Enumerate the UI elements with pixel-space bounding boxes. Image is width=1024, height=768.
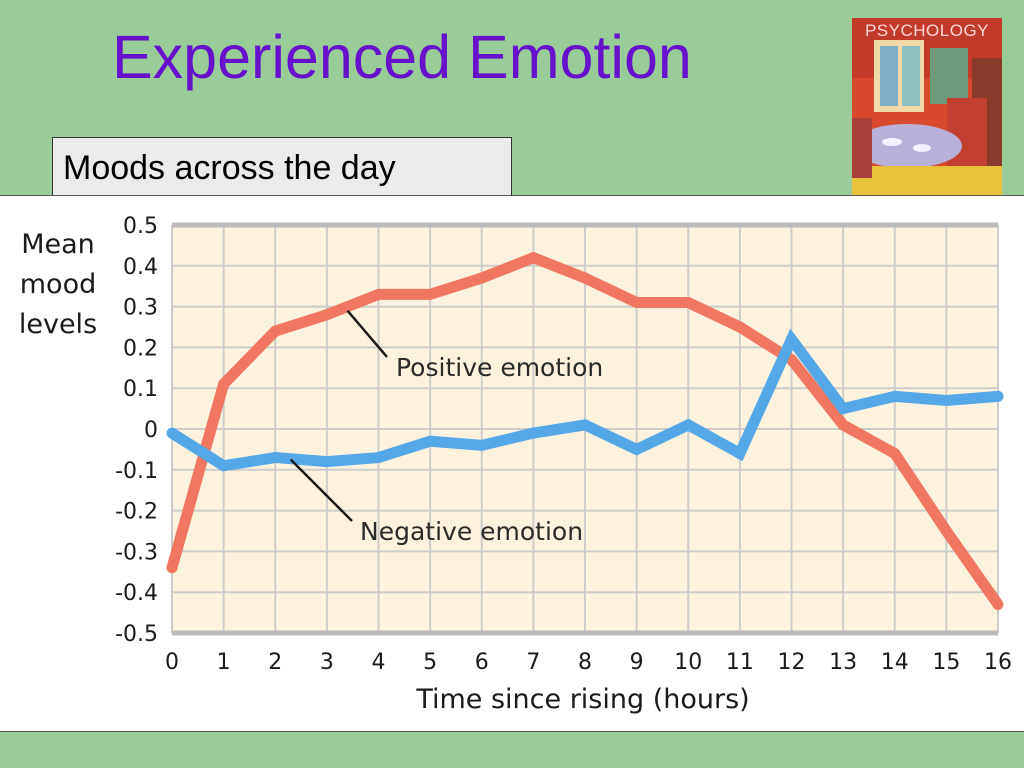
positive-leader-line	[346, 309, 388, 358]
x-tick-label: 7	[526, 650, 540, 675]
negative-emotion-label: Negative emotion	[360, 517, 583, 546]
x-tick-label: 10	[674, 650, 702, 675]
y-tick-label: 0	[144, 418, 158, 443]
data-point	[786, 333, 797, 345]
x-tick-label: 0	[165, 650, 179, 675]
data-point	[321, 309, 333, 321]
data-point	[218, 378, 230, 390]
data-point	[166, 427, 178, 439]
data-point	[476, 272, 488, 284]
x-tick-label: 1	[217, 650, 231, 675]
data-point	[682, 297, 694, 309]
x-tick-label: 4	[372, 650, 386, 675]
chart-panel: 0.5 0.4 0.3 0.2 0.1 0 -0.1 -0.2 -0.3 -0.4 -0.5 0 1 2 3…	[0, 195, 1024, 732]
y-tick-label: -0.4	[115, 581, 158, 606]
data-point	[579, 419, 591, 431]
x-tick-label: 6	[475, 650, 489, 675]
data-point	[631, 297, 643, 309]
x-tick-label: 8	[578, 650, 592, 675]
data-point	[527, 252, 539, 264]
subtitle-text: Moods across the day	[63, 149, 396, 187]
y-tick-label: -0.2	[115, 500, 158, 525]
y-tick-label: 0.5	[123, 214, 158, 239]
slide-title: Experienced Emotion	[112, 23, 692, 91]
mood-chart: 0.50.40.30.20.10-0.1-0.2-0.3-0.4-0.50 1 2 3…	[19, 214, 1012, 715]
data-point	[218, 460, 230, 472]
data-point	[631, 443, 643, 455]
x-tick-label: 5	[423, 650, 437, 675]
book-cover-image: PSYCHOLOGY	[852, 18, 1002, 195]
y-tick-label: 0.3	[123, 296, 158, 321]
data-point	[940, 394, 952, 406]
data-point	[889, 390, 901, 402]
y-tick-label: -0.5	[115, 622, 158, 647]
data-point	[373, 452, 384, 464]
book-title: PSYCHOLOGY	[864, 21, 990, 40]
data-point	[734, 447, 746, 459]
data-point	[476, 439, 488, 451]
data-point	[837, 403, 849, 415]
data-point	[889, 447, 901, 459]
x-tick-label: 2	[268, 650, 282, 675]
subtitle-box: Moods across the day	[52, 137, 512, 195]
y-tick-label: -0.3	[115, 540, 158, 565]
negative-leader-line	[289, 458, 353, 522]
x-axis-title: Time since rising (hours)	[415, 684, 749, 715]
y-tick-label: 0.2	[123, 336, 158, 361]
data-point	[321, 456, 333, 468]
data-point	[269, 452, 281, 464]
data-point	[269, 325, 281, 337]
y-axis-title-line: mood	[20, 269, 96, 300]
x-tick-label: 3	[320, 650, 334, 675]
positive-emotion-label: Positive emotion	[396, 353, 603, 382]
book-cover-painting	[852, 18, 1002, 195]
x-tick-label: 16	[984, 650, 1012, 675]
data-point	[837, 419, 849, 431]
data-point	[373, 288, 384, 300]
x-tick-label: 12	[778, 650, 806, 675]
y-tick-label: 0.1	[123, 377, 158, 402]
data-point	[992, 598, 1004, 610]
x-tick-label: 14	[881, 650, 909, 675]
y-tick-label: 0.4	[123, 255, 158, 280]
data-point	[424, 288, 436, 300]
y-axis-title-line: levels	[19, 309, 97, 340]
x-tick-label: 9	[630, 650, 644, 675]
y-axis-title-line: Mean	[21, 229, 95, 260]
x-tick-label: 13	[829, 650, 857, 675]
x-tick-label: 15	[932, 650, 960, 675]
data-point	[992, 390, 1004, 402]
y-tick-label: -0.1	[115, 459, 158, 484]
data-point	[940, 525, 952, 537]
data-point	[166, 562, 178, 574]
data-point	[424, 435, 436, 447]
data-point	[734, 321, 746, 333]
data-point	[579, 272, 591, 284]
x-tick-label: 11	[726, 650, 754, 675]
data-point	[682, 419, 694, 431]
data-point	[527, 427, 539, 439]
